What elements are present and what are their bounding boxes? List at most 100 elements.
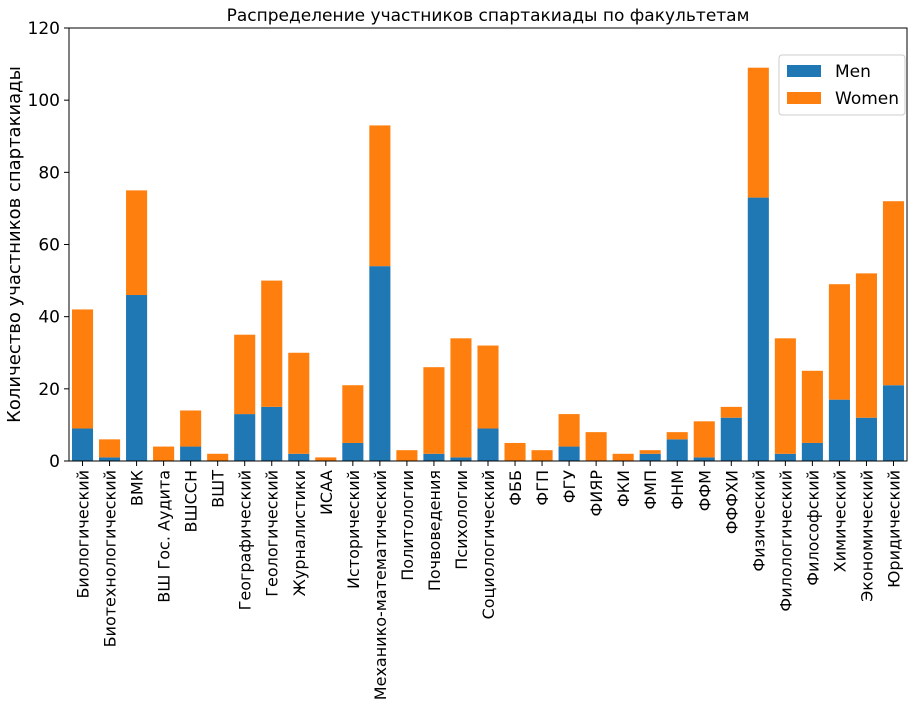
x-tick-label: ФББ (506, 470, 525, 506)
bar-women-27 (801, 370, 823, 443)
x-tick-label: ФИЯР (587, 470, 606, 517)
bar-women-26 (774, 338, 796, 454)
x-tick-label: Почвоведения (425, 470, 444, 591)
x-tick-label: ФФМ (695, 470, 714, 511)
x-tick-label: ВШССН (182, 470, 201, 532)
bar-men-7 (261, 406, 283, 461)
bar-women-14 (450, 338, 472, 458)
bar-women-25 (747, 67, 769, 198)
bar-men-30 (882, 385, 905, 461)
bar-women-20 (612, 453, 634, 461)
y-tick-label: 0 (49, 452, 60, 472)
bar-men-18 (558, 446, 580, 461)
y-tick-label: 60 (38, 236, 60, 256)
bar-women-7 (261, 280, 283, 407)
x-tick-label: ФКИ (614, 470, 633, 507)
x-tick-label: Биологический (74, 470, 93, 599)
x-tick-label: Географический (236, 470, 255, 610)
y-tick-label: 80 (38, 163, 60, 183)
x-tick-label: Филологический (776, 470, 795, 612)
bar-men-29 (855, 417, 877, 461)
bar-women-16 (504, 442, 526, 461)
bar-women-8 (288, 352, 310, 454)
x-tick-label: Политологии (398, 470, 417, 581)
x-tick-label: ВШТ (209, 470, 228, 508)
bar-women-1 (99, 439, 121, 458)
x-tick-label: Социологический (479, 470, 498, 619)
bar-men-13 (423, 453, 445, 461)
y-tick-label: 20 (38, 380, 60, 400)
x-tick-label: Экономический (857, 470, 876, 602)
x-tick-label: ФФФХИ (722, 470, 741, 534)
x-tick-label: Психологии (452, 470, 471, 570)
y-tick-label: 40 (38, 308, 60, 328)
bar-men-25 (747, 197, 769, 461)
bar-women-5 (207, 453, 229, 461)
x-tick-label: ВШ Гос. Аудита (155, 470, 174, 603)
legend: Men Women (778, 54, 906, 116)
legend-label-men: Men (835, 62, 871, 82)
bars-group (71, 67, 905, 461)
bar-women-21 (639, 450, 661, 454)
y-axis-label: Количество участников спартакиады (4, 66, 25, 423)
bar-men-11 (369, 266, 391, 461)
bar-women-3 (153, 446, 175, 461)
bar-women-2 (126, 190, 148, 296)
bar-men-10 (342, 442, 364, 461)
x-tick-label: Философский (803, 470, 822, 586)
bar-women-6 (234, 334, 256, 415)
bar-men-22 (666, 439, 688, 461)
y-tick-label: 120 (28, 19, 60, 39)
bar-men-15 (477, 428, 499, 461)
legend-swatch-women (787, 92, 821, 104)
bar-men-21 (639, 453, 661, 461)
x-tick-label: ФНМ (668, 470, 687, 510)
x-tick-label: Химический (830, 470, 849, 572)
bar-women-28 (828, 284, 850, 400)
bar-women-9 (315, 457, 337, 461)
x-tick-label: Журналистики (290, 470, 309, 596)
bar-men-28 (828, 399, 850, 461)
y-tick-label: 100 (28, 91, 60, 111)
bar-women-23 (693, 421, 715, 458)
bar-women-19 (585, 432, 607, 461)
x-tick-label: Юридический (884, 470, 903, 588)
bar-men-27 (801, 442, 823, 461)
legend-label-women: Women (835, 89, 899, 109)
x-tick-label: Исторический (344, 470, 363, 589)
plot-frame (68, 27, 908, 462)
bar-women-11 (369, 125, 391, 267)
bar-women-24 (720, 406, 742, 418)
bar-men-23 (693, 457, 715, 461)
bar-women-4 (180, 410, 202, 447)
bar-men-0 (71, 428, 94, 461)
bar-men-24 (720, 417, 742, 461)
x-tick-label: ФГУ (560, 470, 579, 504)
x-tick-label: ВМК (128, 469, 147, 506)
x-tick-label: Физический (749, 470, 768, 572)
x-tick-label: Геологический (263, 470, 282, 597)
bar-women-10 (342, 385, 364, 443)
bar-women-12 (396, 450, 418, 461)
bar-women-22 (666, 432, 688, 440)
bar-men-26 (774, 453, 796, 461)
x-ticks-group: Биологический Биотехнологический ВМК ВШ Гос… (74, 461, 903, 700)
bar-women-17 (531, 450, 553, 461)
bar-men-8 (288, 453, 310, 461)
x-tick-label: ИСАА (317, 470, 336, 515)
bar-women-29 (855, 273, 877, 418)
bar-women-30 (882, 201, 905, 386)
legend-swatch-men (787, 65, 821, 77)
bar-women-15 (477, 345, 499, 429)
x-tick-label: Биотехнологический (101, 470, 120, 647)
bar-men-1 (99, 457, 121, 461)
bar-women-18 (558, 414, 580, 447)
chart-title: Распределение участников спартакиады по … (227, 6, 750, 26)
x-tick-label: ФМП (641, 470, 660, 510)
bar-men-6 (234, 414, 256, 461)
bar-men-14 (450, 457, 472, 461)
bar-women-0 (71, 309, 94, 429)
y-ticks-group: 0 20 40 60 80 100 120 (28, 19, 69, 472)
bar-women-13 (423, 367, 445, 454)
